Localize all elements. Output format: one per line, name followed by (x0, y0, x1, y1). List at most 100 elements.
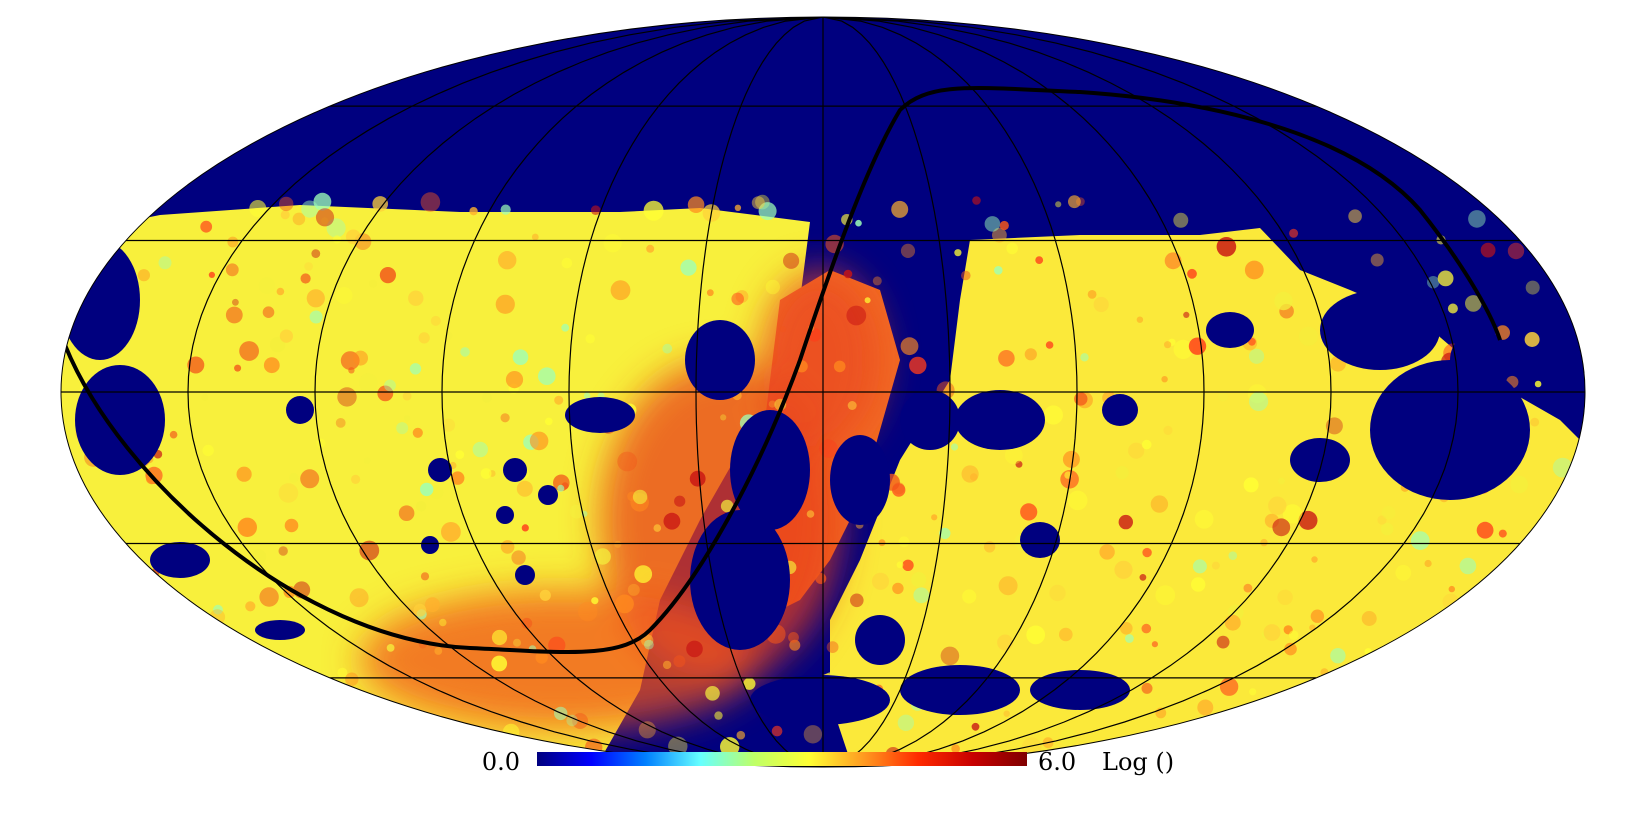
graticule-meridian (695, 17, 824, 767)
source-blob (227, 236, 239, 248)
source-blob (372, 196, 389, 212)
source-blob (420, 192, 441, 212)
source-blob (999, 220, 1009, 231)
source-blob (513, 638, 521, 647)
source-blob (662, 343, 673, 354)
source-blob (237, 517, 257, 537)
source-blob (1260, 538, 1268, 547)
source-blob (594, 548, 611, 565)
source-blob (158, 256, 172, 270)
source-blob (441, 522, 461, 542)
source-blob (491, 655, 508, 672)
source-blob (480, 468, 492, 479)
masked-hole (855, 615, 905, 665)
source-blob (502, 723, 520, 741)
source-blob (535, 651, 548, 664)
source-blob (1410, 531, 1430, 550)
source-blob (1120, 622, 1133, 635)
source-blob (1274, 291, 1293, 311)
source-blob (643, 200, 664, 221)
source-blob (1498, 529, 1507, 538)
source-blob (1448, 585, 1456, 593)
source-blob (276, 287, 285, 296)
source-blob (408, 290, 424, 306)
source-blob (1003, 710, 1010, 717)
source-blob (1080, 353, 1089, 362)
masked-hole (421, 536, 439, 554)
source-blob (251, 549, 267, 565)
source-blob (434, 647, 443, 655)
source-blob (1459, 557, 1477, 575)
source-blob (1155, 585, 1176, 606)
source-blob (379, 267, 396, 284)
source-blob (309, 310, 323, 324)
masked-hole (830, 435, 890, 525)
source-blob (971, 722, 980, 731)
source-blob (1216, 635, 1230, 649)
source-blob (950, 443, 959, 451)
source-blob (337, 667, 348, 678)
source-blob (1217, 391, 1229, 402)
source-blob (1243, 477, 1259, 493)
source-blob (583, 392, 591, 399)
masked-hole (1290, 438, 1350, 482)
source-blob (662, 660, 672, 670)
source-blob (898, 536, 910, 548)
source-blob (1141, 439, 1152, 450)
source-blob (539, 589, 551, 601)
source-blob (913, 587, 930, 604)
source-blob (1370, 253, 1384, 267)
source-blob (279, 196, 294, 212)
source-blob (1211, 561, 1220, 570)
source-blob (1125, 634, 1134, 643)
source-blob (521, 524, 529, 532)
source-blob (1015, 460, 1023, 468)
source-blob (771, 725, 783, 737)
source-blob (521, 617, 533, 629)
source-blob (396, 422, 409, 435)
source-blob (1087, 290, 1097, 299)
masked-hole (1320, 290, 1440, 370)
source-blob (961, 270, 971, 281)
source-blob (590, 205, 601, 215)
source-blob (335, 418, 346, 428)
source-blob (1074, 392, 1088, 406)
source-blob (561, 323, 570, 332)
source-blob (202, 444, 214, 457)
masked-hole (900, 390, 960, 450)
source-blob (441, 418, 456, 432)
source-blob (689, 470, 706, 487)
source-blob (617, 451, 638, 472)
source-blob (940, 646, 960, 666)
source-blob (847, 401, 857, 410)
source-blob (806, 510, 815, 518)
source-blob (1320, 668, 1329, 677)
graticule-meridian (568, 17, 824, 767)
source-blob (1298, 326, 1318, 346)
source-blob (1099, 544, 1115, 560)
graticule-meridian (822, 17, 1332, 767)
source-blob (1024, 348, 1037, 361)
source-blob (900, 243, 916, 258)
masked-hole (1030, 670, 1130, 710)
source-blob (1268, 496, 1287, 515)
source-blob (1380, 522, 1394, 536)
source-blob (1381, 505, 1396, 520)
graticule (61, 17, 1585, 767)
source-blob (313, 192, 332, 211)
graticule-meridian (822, 17, 1459, 767)
source-blob (627, 583, 640, 596)
source-blob (1173, 339, 1193, 360)
colorbar-unit-label: Log () (1102, 748, 1174, 776)
source-blob (292, 212, 306, 226)
masked-hole (428, 458, 452, 482)
source-blob (864, 297, 871, 304)
source-blob (561, 257, 573, 269)
source-blob (316, 438, 326, 448)
source-blob (234, 364, 242, 372)
source-blob (998, 350, 1015, 367)
source-blob (1530, 417, 1540, 427)
source-blob (402, 391, 412, 401)
source-blob (644, 639, 654, 650)
source-blob (720, 414, 727, 421)
